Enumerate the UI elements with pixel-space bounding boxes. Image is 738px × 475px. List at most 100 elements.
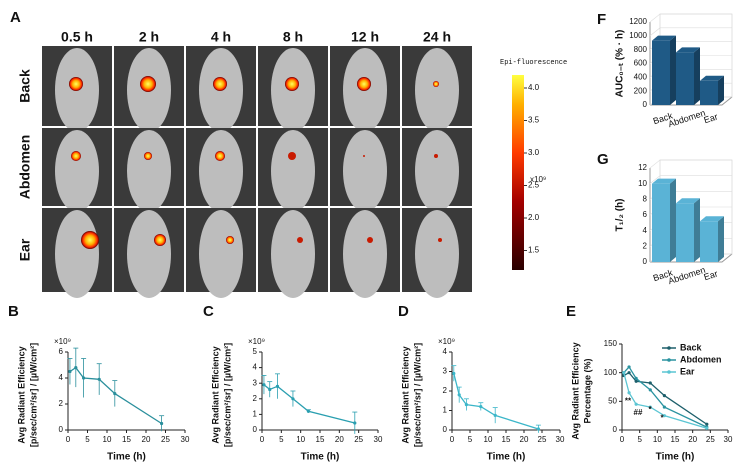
y-axis-label: Avg Radiant Efficiency — [16, 346, 26, 443]
y-axis-label: AUC₀₋ₜ (% · h) — [615, 30, 626, 98]
mouse-body — [343, 210, 387, 298]
data-point — [457, 393, 461, 397]
panel-label: A — [10, 9, 21, 26]
y-axis-label: Percentage (%) — [582, 358, 592, 423]
x-axis-label: Time (h) — [656, 452, 695, 463]
y-tick-label: 1000 — [629, 31, 647, 40]
bar-side — [718, 216, 724, 262]
annotation: ** — [625, 396, 632, 405]
x-tick-label: 10 — [484, 435, 493, 444]
grid-line — [649, 159, 732, 169]
y-tick-label: 0 — [643, 257, 648, 266]
data-point — [464, 403, 468, 407]
signal — [226, 236, 234, 244]
y-tick-label: 8 — [643, 194, 648, 203]
time-label: 2 h — [139, 29, 159, 45]
signal — [69, 77, 83, 91]
x-tick-label: Ear — [703, 111, 719, 125]
data-point — [662, 405, 667, 409]
x-axis-label: Time (h) — [107, 452, 146, 463]
y-multiplier: ×10⁹ — [438, 337, 455, 346]
y-tick-label: 150 — [604, 339, 618, 348]
y-axis-label: Avg Radiant Efficiency — [210, 346, 220, 443]
mouse-body — [55, 210, 99, 298]
annotation: ## — [634, 408, 643, 417]
legend-label: Abdomen — [680, 354, 722, 364]
y-tick-label: 0 — [253, 425, 258, 434]
y-tick-label: 3 — [253, 378, 258, 387]
data-point — [452, 371, 456, 376]
y-tick-label: 5 — [253, 347, 258, 356]
y-tick-label: 12 — [638, 163, 647, 172]
signal — [215, 151, 225, 161]
bar-top — [700, 216, 724, 222]
signal — [433, 81, 439, 87]
grid-line — [649, 175, 732, 184]
x-tick-label: 25 — [706, 435, 715, 444]
y-tick-label: 1 — [253, 410, 258, 419]
mouse-body — [199, 210, 243, 298]
data-line — [453, 373, 539, 430]
x-tick-label: 5 — [468, 435, 473, 444]
signal — [434, 154, 438, 158]
x-tick-label: Abdomen — [667, 265, 707, 286]
x-tick-label: 0 — [450, 435, 455, 444]
grid-line — [649, 13, 732, 23]
time-label: 8 h — [283, 29, 303, 45]
panel-label: F — [597, 11, 606, 28]
y-tick-label: 2 — [643, 241, 648, 250]
signal — [144, 152, 152, 160]
y-tick-label: 2 — [443, 386, 448, 395]
mouse-body — [415, 48, 459, 132]
row-label: Abdomen — [17, 135, 33, 200]
y-axis-label: [p/sec/cm²/sr] / [µW/cm²] — [222, 343, 232, 447]
signal — [81, 231, 99, 249]
y-tick-label: 0 — [643, 100, 648, 109]
bar-side — [694, 198, 700, 262]
bar-side — [670, 35, 676, 105]
x-tick-label: 10 — [296, 435, 305, 444]
bar — [652, 183, 670, 262]
bar-side — [694, 47, 700, 105]
data-point — [705, 426, 709, 430]
floor — [650, 96, 733, 106]
y-tick-label: 10 — [638, 179, 647, 188]
mouse-body — [127, 130, 171, 212]
signal — [140, 76, 156, 92]
y-tick-label: 6 — [643, 210, 648, 219]
bar-side — [670, 178, 676, 262]
x-tick-label: 5 — [279, 435, 284, 444]
x-tick-label: 20 — [688, 435, 697, 444]
signal — [367, 237, 373, 243]
y-tick-label: 2 — [253, 394, 258, 403]
bar — [700, 221, 718, 262]
y-tick-label: 4 — [443, 347, 448, 356]
x-tick-label: 15 — [671, 435, 680, 444]
annotation: * — [648, 405, 652, 414]
y-tick-label: 1200 — [629, 17, 647, 26]
legend-marker — [667, 346, 671, 350]
mouse-body — [343, 130, 387, 212]
panel-label: B — [8, 303, 19, 320]
y-tick-label: 400 — [634, 72, 648, 81]
y-multiplier: ×10⁹ — [54, 337, 71, 346]
data-point — [306, 409, 310, 413]
y-tick-label: 800 — [634, 45, 648, 54]
time-label: 24 h — [423, 29, 451, 45]
data-point — [648, 381, 652, 385]
panel-label: C — [203, 303, 214, 320]
y-tick-label: 6 — [59, 347, 64, 356]
data-point — [648, 388, 652, 392]
data-point — [634, 379, 638, 383]
y-tick-label: 0 — [59, 425, 64, 434]
signal — [438, 238, 442, 242]
data-point — [648, 405, 652, 409]
row-label: Back — [17, 69, 33, 103]
x-tick-label: 5 — [85, 435, 90, 444]
data-point — [74, 366, 78, 370]
row-label: Ear — [17, 238, 33, 261]
colorbar-tick-label: 2.0 — [528, 213, 540, 222]
x-tick-label: Ear — [703, 268, 719, 282]
mouse-body — [271, 130, 315, 212]
data-point — [268, 387, 272, 392]
